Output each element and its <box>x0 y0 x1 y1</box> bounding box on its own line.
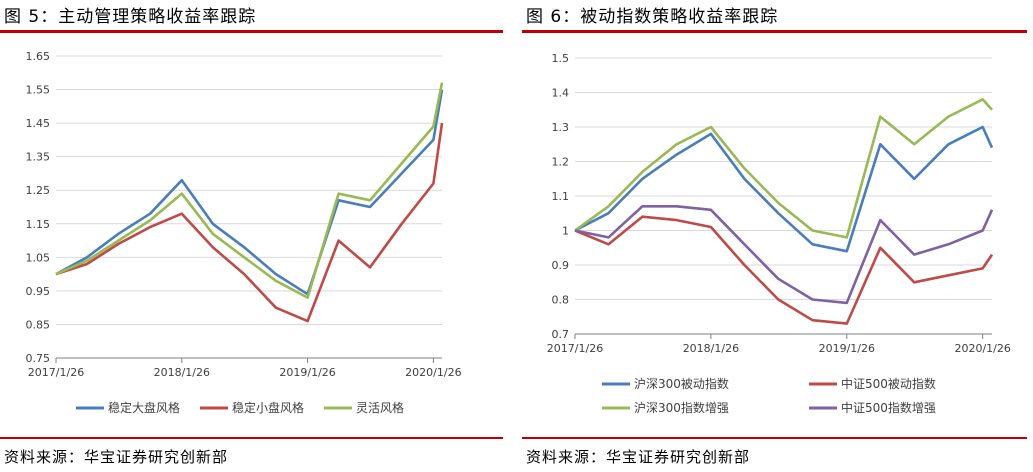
legend-label: 稳定大盘风格 <box>108 400 180 415</box>
y-tick-label: 0.7 <box>552 328 570 341</box>
series-line <box>55 89 444 296</box>
y-tick-label: 0.8 <box>552 294 570 307</box>
y-tick-label: 1.3 <box>552 121 570 134</box>
y-tick-label: 1.05 <box>26 251 51 264</box>
y-tick-label: 1.35 <box>26 151 51 164</box>
source-rule <box>0 437 503 439</box>
chart-panel-left: 图 5：主动管理策略收益率跟踪 0.75 0.85 0.95 1.05 1.15 1.25… <box>0 0 503 472</box>
y-tick-label: 1.5 <box>552 52 570 65</box>
legend-label: 沪深300被动指数 <box>634 376 729 391</box>
x-tick-label: 2018/1/26 <box>683 342 739 355</box>
y-tick-label: 1.25 <box>26 184 51 197</box>
y-tick-label: 1.55 <box>26 84 51 97</box>
chart-panel-right: 图 6：被动指数策略收益率跟踪 0.7 0.8 0.9 1 1.1 1.2 1.3 1.4 1.… <box>522 0 1027 472</box>
y-tick-label: 0.75 <box>26 352 51 365</box>
chart-title: 图 5：主动管理策略收益率跟踪 <box>4 7 257 27</box>
chart-title: 图 6：被动指数策略收益率跟踪 <box>526 7 779 27</box>
y-tick-label: 1.2 <box>552 156 570 169</box>
y-tick-label: 1.1 <box>552 190 570 203</box>
series-line <box>574 125 994 253</box>
y-tick-label: 1.4 <box>552 87 570 100</box>
y-tick-label: 0.95 <box>26 285 51 298</box>
title-rule <box>522 30 1027 33</box>
y-tick-label: 0.85 <box>26 318 51 331</box>
x-tick-label: 2018/1/26 <box>154 366 210 379</box>
series-line <box>574 205 994 305</box>
y-tick-label: 1.15 <box>26 218 51 231</box>
legend-label: 中证500被动指数 <box>841 376 936 391</box>
series-line <box>574 215 994 325</box>
y-tick-label: 1.45 <box>26 117 51 130</box>
legend-label: 灵活风格 <box>356 400 404 415</box>
x-tick-label: 2019/1/26 <box>279 366 335 379</box>
line-chart-active-strategy: 0.75 0.85 0.95 1.05 1.15 1.25 1.35 1.45 1.55 1.65… <box>26 50 462 415</box>
legend-label: 稳定小盘风格 <box>232 400 304 415</box>
x-tick-label: 2020/1/26 <box>954 342 1010 355</box>
series-line <box>574 98 993 239</box>
x-tick-label: 2019/1/26 <box>819 342 875 355</box>
line-chart-passive-strategy: 0.7 0.8 0.9 1 1.1 1.2 1.3 1.4 1.5 2017/1/26 2018/1… <box>547 52 1011 415</box>
title-rule <box>0 30 503 33</box>
y-tick-label: 1.65 <box>26 50 51 63</box>
legend-label: 沪深300指数增强 <box>634 400 729 415</box>
x-tick-label: 2017/1/26 <box>28 366 84 379</box>
source-note: 资料来源：华宝证券研究创新部 <box>526 448 751 466</box>
y-tick-label: 1 <box>562 225 569 238</box>
series-line <box>55 82 444 299</box>
legend-label: 中证500指数增强 <box>841 400 936 415</box>
x-tick-label: 2020/1/26 <box>405 366 461 379</box>
y-tick-label: 0.9 <box>552 259 570 272</box>
source-note: 资料来源：华宝证券研究创新部 <box>4 448 229 466</box>
series-line <box>55 122 444 323</box>
x-tick-label: 2017/1/26 <box>547 342 603 355</box>
source-rule <box>522 437 1027 439</box>
